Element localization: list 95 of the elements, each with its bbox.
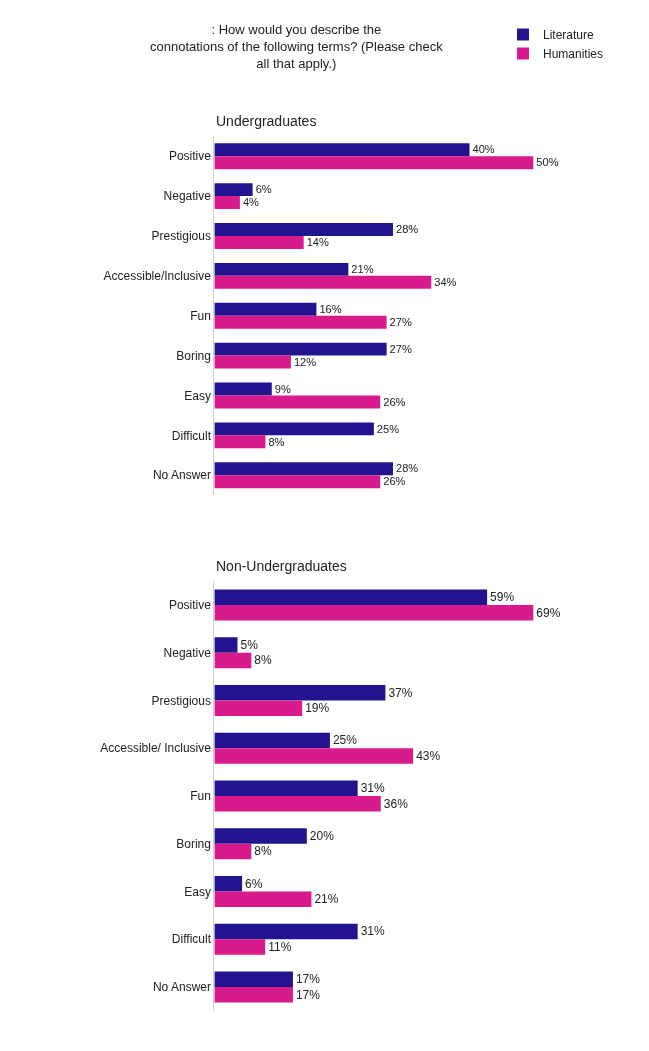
data-label: 14% bbox=[306, 236, 330, 249]
data-label: 12% bbox=[293, 355, 317, 368]
chart-title: : How would you describe the connotations of the following terms? (Please check all that apply.) bbox=[150, 22, 444, 71]
bar bbox=[214, 355, 291, 369]
data-label: 43% bbox=[416, 748, 441, 763]
bar bbox=[214, 748, 414, 764]
data-label: 26% bbox=[383, 395, 406, 408]
data-label: 34% bbox=[434, 276, 457, 289]
bar bbox=[214, 342, 387, 356]
y-tick-label: Boring bbox=[176, 836, 211, 851]
data-label: 21% bbox=[351, 263, 374, 276]
bar bbox=[214, 986, 293, 1003]
data-label: 6% bbox=[245, 876, 263, 891]
bar bbox=[214, 684, 386, 701]
y-tick-label: Prestigious bbox=[151, 229, 211, 244]
bar bbox=[214, 315, 387, 329]
y-tick-label: No Answer bbox=[152, 980, 211, 995]
bar bbox=[214, 183, 253, 197]
data-label: 27% bbox=[389, 315, 412, 328]
data-label: 37% bbox=[388, 685, 413, 700]
y-tick-label: Accessible/Inclusive bbox=[103, 269, 212, 284]
y-tick-label: Negative bbox=[163, 645, 212, 660]
data-label: 16% bbox=[319, 302, 342, 315]
bar bbox=[214, 196, 240, 210]
bar bbox=[214, 652, 252, 669]
bar bbox=[214, 223, 393, 236]
bar bbox=[214, 700, 303, 716]
data-label: 36% bbox=[383, 796, 409, 811]
data-label: 9% bbox=[274, 382, 291, 395]
bar bbox=[214, 235, 304, 249]
bar bbox=[214, 828, 307, 844]
data-label: 28% bbox=[395, 462, 419, 475]
y-tick-label: Fun bbox=[190, 789, 211, 804]
y-tick-label: No Answer bbox=[152, 468, 211, 483]
bar bbox=[214, 604, 534, 621]
chart-subtitle: Undergraduates bbox=[216, 113, 317, 129]
data-label: 31% bbox=[360, 781, 386, 796]
bar bbox=[214, 875, 243, 892]
y-tick-label: Prestigious bbox=[151, 693, 211, 708]
y-tick-label: Easy bbox=[184, 388, 211, 403]
bar bbox=[214, 156, 534, 170]
bar bbox=[214, 143, 470, 157]
bar bbox=[214, 795, 381, 812]
bar bbox=[214, 462, 393, 476]
data-label: 4% bbox=[242, 196, 260, 209]
bar bbox=[214, 923, 358, 940]
bar bbox=[214, 891, 312, 907]
bar bbox=[214, 475, 381, 489]
y-tick-label: Difficult bbox=[171, 932, 212, 947]
data-label: 25% bbox=[332, 733, 358, 748]
data-label: 11% bbox=[268, 939, 292, 954]
bar bbox=[214, 971, 293, 987]
data-label: 8% bbox=[254, 844, 273, 859]
legend-label: Humanities bbox=[543, 47, 604, 62]
bar bbox=[214, 843, 252, 860]
bar bbox=[214, 382, 272, 396]
legend-label: Literature bbox=[543, 28, 595, 43]
bar bbox=[214, 637, 238, 653]
bar bbox=[214, 589, 488, 605]
y-tick-label: Negative bbox=[163, 189, 212, 204]
data-label: 31% bbox=[360, 924, 386, 939]
y-tick-label: Easy bbox=[184, 884, 211, 899]
data-label: 6% bbox=[255, 183, 272, 196]
data-label: 21% bbox=[314, 892, 339, 907]
data-label: 5% bbox=[240, 637, 259, 652]
bar bbox=[214, 422, 374, 436]
data-label: 25% bbox=[376, 422, 400, 435]
data-label: 17% bbox=[295, 972, 321, 987]
data-label: 40% bbox=[472, 143, 495, 156]
data-label: 69% bbox=[536, 605, 561, 620]
y-tick-label: Positive bbox=[168, 149, 212, 164]
bar bbox=[214, 275, 432, 289]
y-tick-label: Positive bbox=[168, 598, 212, 613]
chart-title: Non-Undergraduates bbox=[216, 558, 347, 574]
data-label: 19% bbox=[305, 701, 330, 716]
y-tick-label: Accessible/ Inclusive bbox=[100, 741, 212, 756]
data-label: 8% bbox=[254, 653, 273, 668]
data-label: 20% bbox=[309, 828, 335, 843]
y-tick-label: Difficult bbox=[171, 428, 212, 443]
data-label: 27% bbox=[389, 342, 412, 355]
bar bbox=[214, 435, 266, 449]
bar bbox=[214, 780, 358, 796]
data-label: 26% bbox=[383, 475, 406, 488]
bar bbox=[214, 395, 381, 409]
data-label: 50% bbox=[536, 156, 559, 169]
bar bbox=[214, 302, 317, 316]
bar bbox=[214, 262, 349, 276]
bar bbox=[214, 732, 330, 749]
data-label: 8% bbox=[268, 435, 285, 448]
data-label: 28% bbox=[395, 223, 419, 236]
bar bbox=[214, 939, 266, 955]
data-label: 59% bbox=[490, 590, 515, 605]
data-label: 17% bbox=[295, 987, 321, 1002]
y-tick-label: Fun bbox=[190, 308, 211, 323]
y-tick-label: Boring bbox=[176, 348, 211, 363]
